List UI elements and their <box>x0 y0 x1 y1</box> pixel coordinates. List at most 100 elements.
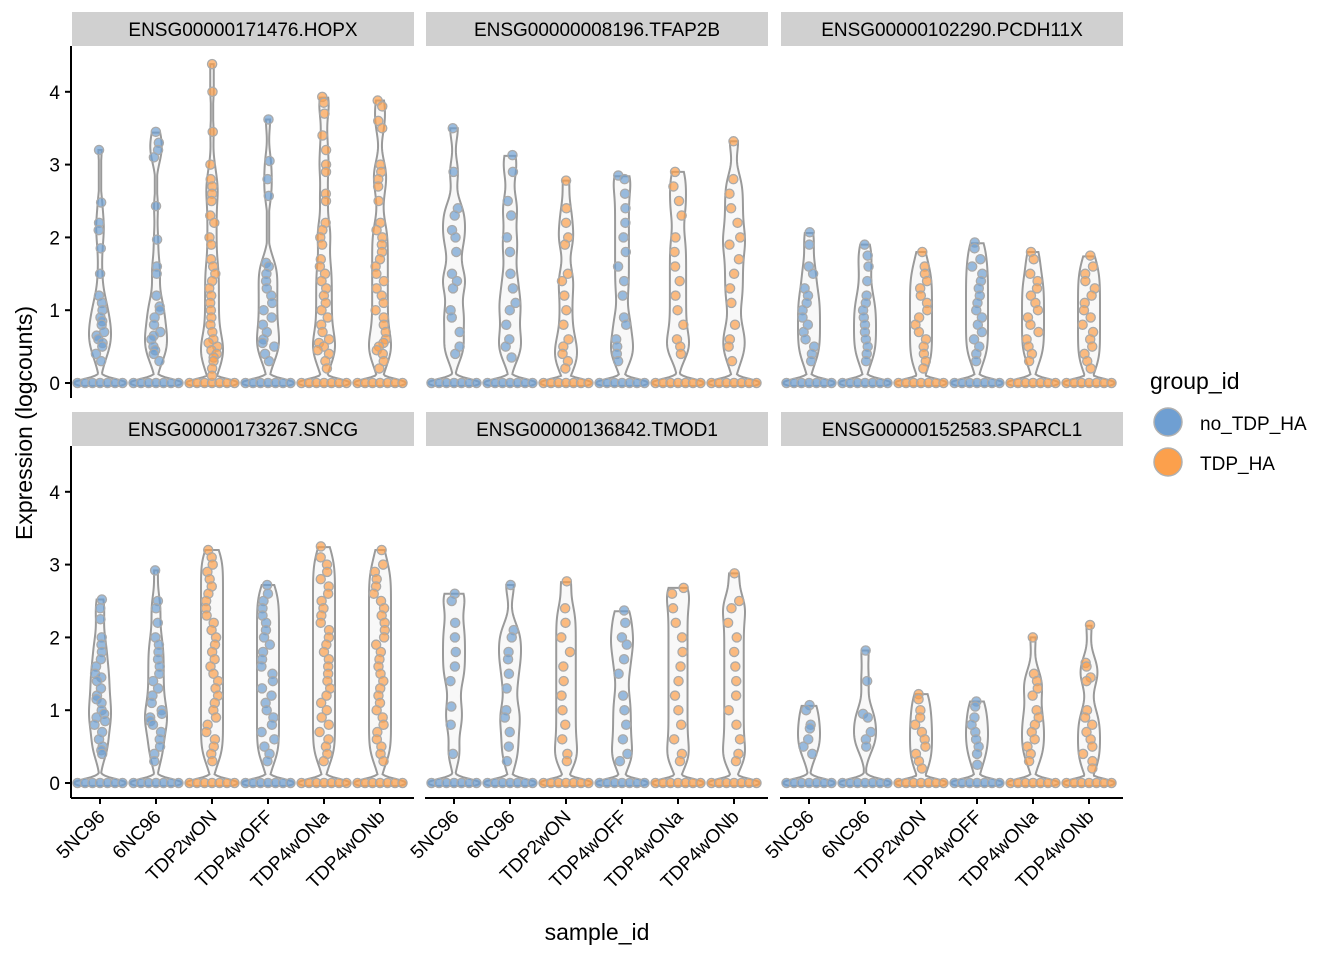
violin-body <box>240 583 296 787</box>
data-point-zero <box>1106 377 1117 389</box>
data-point <box>502 195 513 207</box>
data-point <box>90 348 102 360</box>
data-point <box>726 355 738 367</box>
data-point <box>675 719 687 731</box>
data-point <box>619 704 630 716</box>
data-point-zero <box>751 377 762 389</box>
data-point <box>505 210 517 221</box>
y-tick-label: 1 <box>49 701 60 722</box>
x-tick-label: 5NC96 <box>53 807 110 864</box>
data-point <box>267 675 279 687</box>
data-point <box>732 217 743 229</box>
data-point <box>201 726 212 738</box>
data-point <box>620 217 631 229</box>
data-point <box>317 130 328 141</box>
data-point <box>860 645 871 656</box>
data-point <box>1086 290 1097 301</box>
data-point <box>675 661 686 672</box>
data-point <box>730 675 742 687</box>
data-point <box>445 719 456 731</box>
data-point <box>150 126 162 138</box>
data-point <box>450 232 461 243</box>
data-point <box>1033 326 1044 338</box>
data-point <box>618 275 630 287</box>
data-point <box>970 304 982 316</box>
data-point <box>208 668 219 680</box>
data-point <box>670 617 682 629</box>
data-point <box>154 304 166 316</box>
data-point <box>89 719 100 731</box>
violin-group <box>72 594 128 789</box>
data-point <box>449 210 460 221</box>
facet-panel: ENSG00000102290.PCDH11X <box>781 12 1123 389</box>
data-point <box>909 719 921 731</box>
data-point <box>264 639 276 650</box>
violin-group <box>128 565 184 789</box>
data-point <box>374 363 385 374</box>
data-point <box>446 595 457 607</box>
data-point <box>449 632 461 643</box>
data-point <box>320 166 332 178</box>
data-point <box>557 348 568 360</box>
data-point-zero <box>583 377 594 389</box>
data-point <box>147 675 159 687</box>
data-point <box>371 734 383 745</box>
data-point <box>500 319 512 331</box>
data-point <box>503 668 515 680</box>
data-point <box>148 319 160 331</box>
data-point <box>805 355 817 367</box>
data-point <box>860 355 872 367</box>
data-point <box>730 690 742 701</box>
data-point-zero <box>527 777 538 789</box>
data-point <box>94 268 106 280</box>
data-point <box>152 683 164 694</box>
data-point <box>210 712 222 723</box>
y-tick-label: 2 <box>49 628 60 649</box>
data-point <box>378 632 390 643</box>
data-point <box>378 755 389 767</box>
data-point <box>207 86 218 98</box>
data-point-zero <box>471 777 482 789</box>
data-point-zero <box>285 377 296 389</box>
violin-group <box>296 541 352 789</box>
data-point <box>314 261 326 272</box>
data-point <box>558 675 569 687</box>
data-point <box>1027 690 1038 701</box>
violin-group <box>128 126 184 389</box>
data-point <box>316 239 328 250</box>
facet-strip <box>72 12 414 46</box>
data-point <box>621 639 633 650</box>
data-point <box>95 653 107 665</box>
facet-strip-title: ENSG00000171476.HOPX <box>128 20 358 41</box>
data-point <box>151 234 163 245</box>
data-point-zero <box>397 377 408 389</box>
data-point <box>150 603 162 614</box>
data-point <box>669 166 681 178</box>
data-point <box>922 304 933 316</box>
data-point <box>257 337 268 349</box>
data-point <box>1085 363 1096 374</box>
data-point <box>728 136 739 147</box>
data-point <box>259 741 270 752</box>
violin-group <box>781 227 837 389</box>
violin-group <box>352 95 408 389</box>
data-point <box>617 734 629 745</box>
data-point <box>97 341 108 352</box>
data-point <box>258 304 269 316</box>
violin-group <box>426 588 482 789</box>
data-point <box>99 715 111 727</box>
data-point <box>154 741 166 752</box>
data-point <box>861 675 873 687</box>
data-point <box>504 304 516 316</box>
data-point <box>148 348 160 360</box>
violin-group <box>482 149 538 389</box>
legend: group_id no_TDP_HA TDP_HA <box>1150 368 1307 477</box>
data-point <box>268 341 280 352</box>
y-tick-label: 1 <box>49 301 60 322</box>
data-point <box>561 304 572 316</box>
violin-group <box>1061 619 1117 789</box>
violin-group <box>184 58 240 389</box>
data-point <box>620 719 632 731</box>
data-point <box>1087 741 1098 752</box>
